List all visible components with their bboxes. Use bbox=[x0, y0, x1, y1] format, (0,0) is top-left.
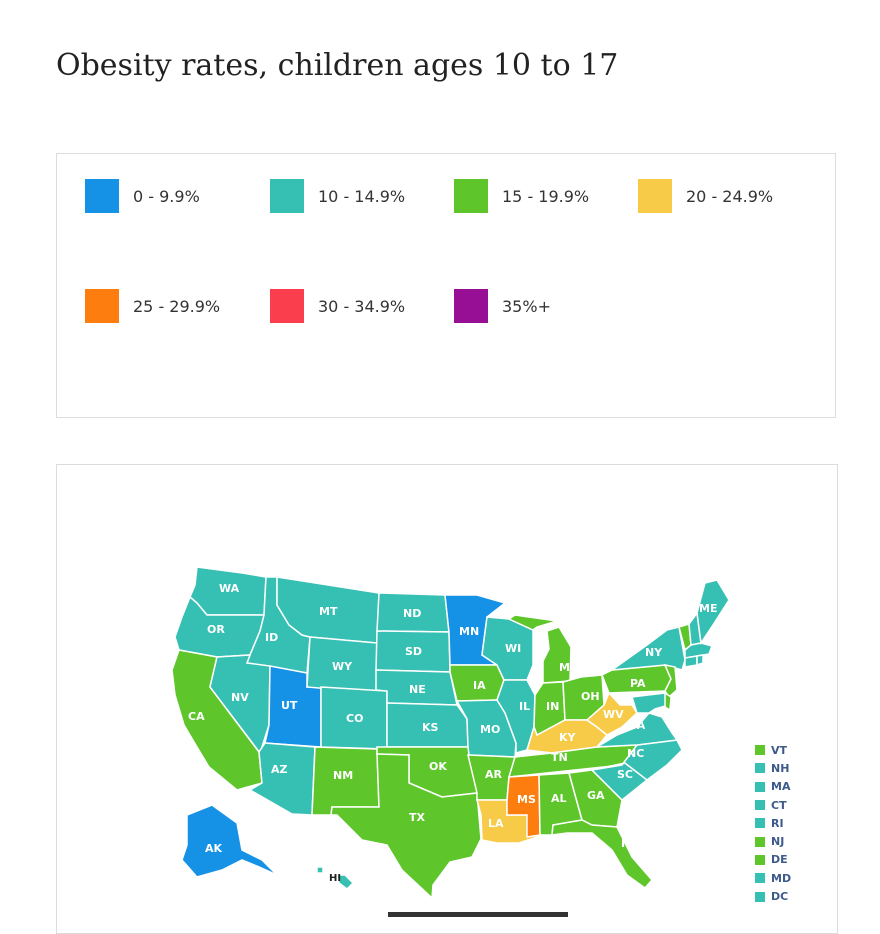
state-label-PA: PA bbox=[630, 677, 646, 690]
legend-label-6: 35%+ bbox=[502, 296, 551, 316]
state-label-SC: SC bbox=[617, 768, 633, 781]
state-label-NM: NM bbox=[333, 769, 353, 782]
small-state-VT[interactable]: VT bbox=[755, 741, 791, 759]
state-label-OK: OK bbox=[429, 760, 447, 773]
state-HI-small[interactable] bbox=[316, 866, 324, 874]
state-label-ME: ME bbox=[699, 602, 717, 615]
state-label-TN: TN bbox=[551, 751, 568, 764]
state-label-WV: WV bbox=[603, 708, 624, 721]
state-MD[interactable] bbox=[631, 692, 670, 714]
state-label-GA: GA bbox=[587, 789, 605, 802]
state-label-ND: ND bbox=[403, 607, 421, 620]
state-label-NV: NV bbox=[231, 691, 249, 704]
state-label-CO: CO bbox=[346, 712, 363, 725]
state-label-IL: IL bbox=[519, 700, 530, 713]
state-label-KY: KY bbox=[559, 731, 577, 744]
small-state-RI[interactable]: RI bbox=[755, 814, 791, 832]
state-label-TX: TX bbox=[409, 811, 426, 824]
legend-label-0: 0 - 9.9% bbox=[133, 186, 200, 206]
legend-swatch-1 bbox=[270, 179, 304, 213]
state-MI[interactable] bbox=[507, 614, 558, 631]
legend-item-6[interactable]: 35%+ bbox=[454, 289, 551, 323]
legend-swatch-2 bbox=[454, 179, 488, 213]
legend-label-3: 20 - 24.9% bbox=[686, 186, 774, 206]
small-state-MD[interactable]: MD bbox=[755, 869, 791, 887]
state-label-OH: OH bbox=[581, 690, 600, 703]
state-label-WY: WY bbox=[332, 660, 353, 673]
page-title: Obesity rates, children ages 10 to 17 bbox=[56, 48, 619, 83]
small-state-CT[interactable]: CT bbox=[755, 796, 791, 814]
state-label-AR: AR bbox=[485, 768, 503, 781]
legend-label-1: 10 - 14.9% bbox=[318, 186, 406, 206]
legend-swatch-3 bbox=[638, 179, 672, 213]
legend-swatch-4 bbox=[85, 289, 119, 323]
state-label-AK: AK bbox=[205, 842, 223, 855]
state-label-SD: SD bbox=[405, 645, 422, 658]
state-DE[interactable] bbox=[664, 691, 672, 712]
state-IL[interactable] bbox=[496, 679, 536, 754]
legend-label-4: 25 - 29.9% bbox=[133, 296, 221, 316]
state-label-MI: MI bbox=[559, 661, 574, 674]
legend-panel: 0 - 9.9% 10 - 14.9% 15 - 19.9% 20 - 24.9… bbox=[56, 153, 836, 418]
legend-item-5[interactable]: 30 - 34.9% bbox=[270, 289, 405, 323]
state-FL[interactable] bbox=[551, 819, 653, 890]
state-VA[interactable] bbox=[596, 712, 679, 748]
small-state-NH[interactable]: NH bbox=[755, 759, 791, 777]
us-map: WA OR CA ID NV UT AZ MT WY CO NM ND SD N… bbox=[171, 566, 730, 900]
state-MI-lower[interactable] bbox=[542, 626, 572, 684]
state-label-NE: NE bbox=[409, 683, 426, 696]
state-label-CA: CA bbox=[188, 710, 205, 723]
state-label-LA: LA bbox=[488, 817, 504, 830]
state-label-IA: IA bbox=[473, 679, 486, 692]
state-label-KS: KS bbox=[422, 721, 439, 734]
map-panel: WA OR CA ID NV UT AZ MT WY CO NM ND SD N… bbox=[56, 464, 838, 934]
small-states-legend: VT NH MA CT RI NJ DE MD DC bbox=[755, 741, 791, 906]
state-label-UT: UT bbox=[281, 699, 298, 712]
state-label-OR: OR bbox=[207, 623, 225, 636]
state-label-HI: HI bbox=[329, 873, 341, 884]
state-label-VA: VA bbox=[629, 719, 646, 732]
state-label-NC: NC bbox=[627, 747, 644, 760]
state-label-MS: MS bbox=[517, 793, 536, 806]
legend-swatch-6 bbox=[454, 289, 488, 323]
small-state-NJ[interactable]: NJ bbox=[755, 832, 791, 850]
state-CT[interactable] bbox=[684, 655, 698, 668]
state-RI[interactable] bbox=[696, 654, 704, 667]
state-label-AZ: AZ bbox=[271, 763, 288, 776]
legend-item-1[interactable]: 10 - 14.9% bbox=[270, 179, 405, 213]
state-label-MT: MT bbox=[319, 605, 338, 618]
state-HI[interactable] bbox=[336, 874, 355, 890]
legend-label-2: 15 - 19.9% bbox=[502, 186, 590, 206]
bottom-divider bbox=[388, 912, 568, 917]
state-label-ID: ID bbox=[265, 631, 278, 644]
state-label-WI: WI bbox=[505, 642, 521, 655]
state-label-WA: WA bbox=[219, 582, 240, 595]
legend-item-3[interactable]: 20 - 24.9% bbox=[638, 179, 773, 213]
state-TX[interactable] bbox=[330, 753, 482, 900]
legend-swatch-5 bbox=[270, 289, 304, 323]
state-label-NY: NY bbox=[645, 646, 663, 659]
small-state-DC[interactable]: DC bbox=[755, 887, 791, 905]
legend-item-0[interactable]: 0 - 9.9% bbox=[85, 179, 200, 213]
state-AK[interactable] bbox=[181, 804, 278, 878]
small-state-MA[interactable]: MA bbox=[755, 778, 791, 796]
state-label-AL: AL bbox=[551, 792, 567, 805]
legend-swatch-0 bbox=[85, 179, 119, 213]
legend-label-5: 30 - 34.9% bbox=[318, 296, 406, 316]
legend-item-2[interactable]: 15 - 19.9% bbox=[454, 179, 589, 213]
state-label-FL: FL bbox=[621, 837, 636, 850]
legend-item-4[interactable]: 25 - 29.9% bbox=[85, 289, 220, 323]
state-label-IN: IN bbox=[546, 700, 559, 713]
state-label-MO: MO bbox=[480, 723, 500, 736]
state-WV[interactable] bbox=[585, 691, 638, 736]
small-state-DE[interactable]: DE bbox=[755, 851, 791, 869]
state-label-MN: MN bbox=[459, 625, 479, 638]
state-ME[interactable] bbox=[696, 579, 730, 646]
